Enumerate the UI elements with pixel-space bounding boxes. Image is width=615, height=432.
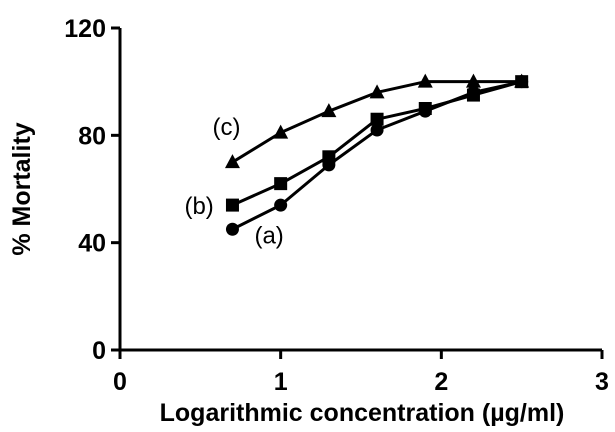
data-point-square xyxy=(274,177,288,191)
data-point-triangle xyxy=(417,73,433,88)
x-tick-label: 0 xyxy=(113,368,127,396)
data-point-triangle xyxy=(224,154,240,169)
data-point-circle xyxy=(274,198,288,212)
data-point-triangle xyxy=(465,73,481,88)
series-label: (a) xyxy=(254,222,283,249)
x-tick-label: 3 xyxy=(595,368,609,396)
series-labels: (a) (b) (c) xyxy=(184,114,283,249)
series-label: (c) xyxy=(212,114,240,141)
y-tick-label: 0 xyxy=(92,337,106,365)
data-point-circle xyxy=(225,222,239,236)
y-tick-label: 40 xyxy=(78,230,106,258)
x-tick-label: 1 xyxy=(274,368,288,396)
x-tick-label: 2 xyxy=(434,368,448,396)
data-point-square xyxy=(225,198,239,212)
data-point-square xyxy=(322,150,336,164)
series-triangle xyxy=(224,73,530,169)
y-tick-label: 80 xyxy=(78,122,106,150)
axes xyxy=(118,28,602,352)
data-point-square xyxy=(418,102,432,115)
data-point-triangle xyxy=(514,73,530,88)
series-circle xyxy=(225,75,529,236)
y-axis-title: % Mortality xyxy=(8,122,36,255)
data-point-triangle xyxy=(273,124,289,139)
x-axis-title: Logarithmic concentration (µg/ml) xyxy=(160,399,565,427)
data-point-square xyxy=(370,112,384,126)
data-point-triangle xyxy=(321,103,337,118)
y-tick-label: 120 xyxy=(64,15,106,43)
data-point-square xyxy=(466,88,480,102)
series-label: (b) xyxy=(184,193,213,220)
series xyxy=(224,73,530,236)
data-point-circle xyxy=(370,123,384,137)
data-point-triangle xyxy=(369,84,385,99)
ticks: 0 1 2 3 0 40 80 120 xyxy=(64,15,609,396)
